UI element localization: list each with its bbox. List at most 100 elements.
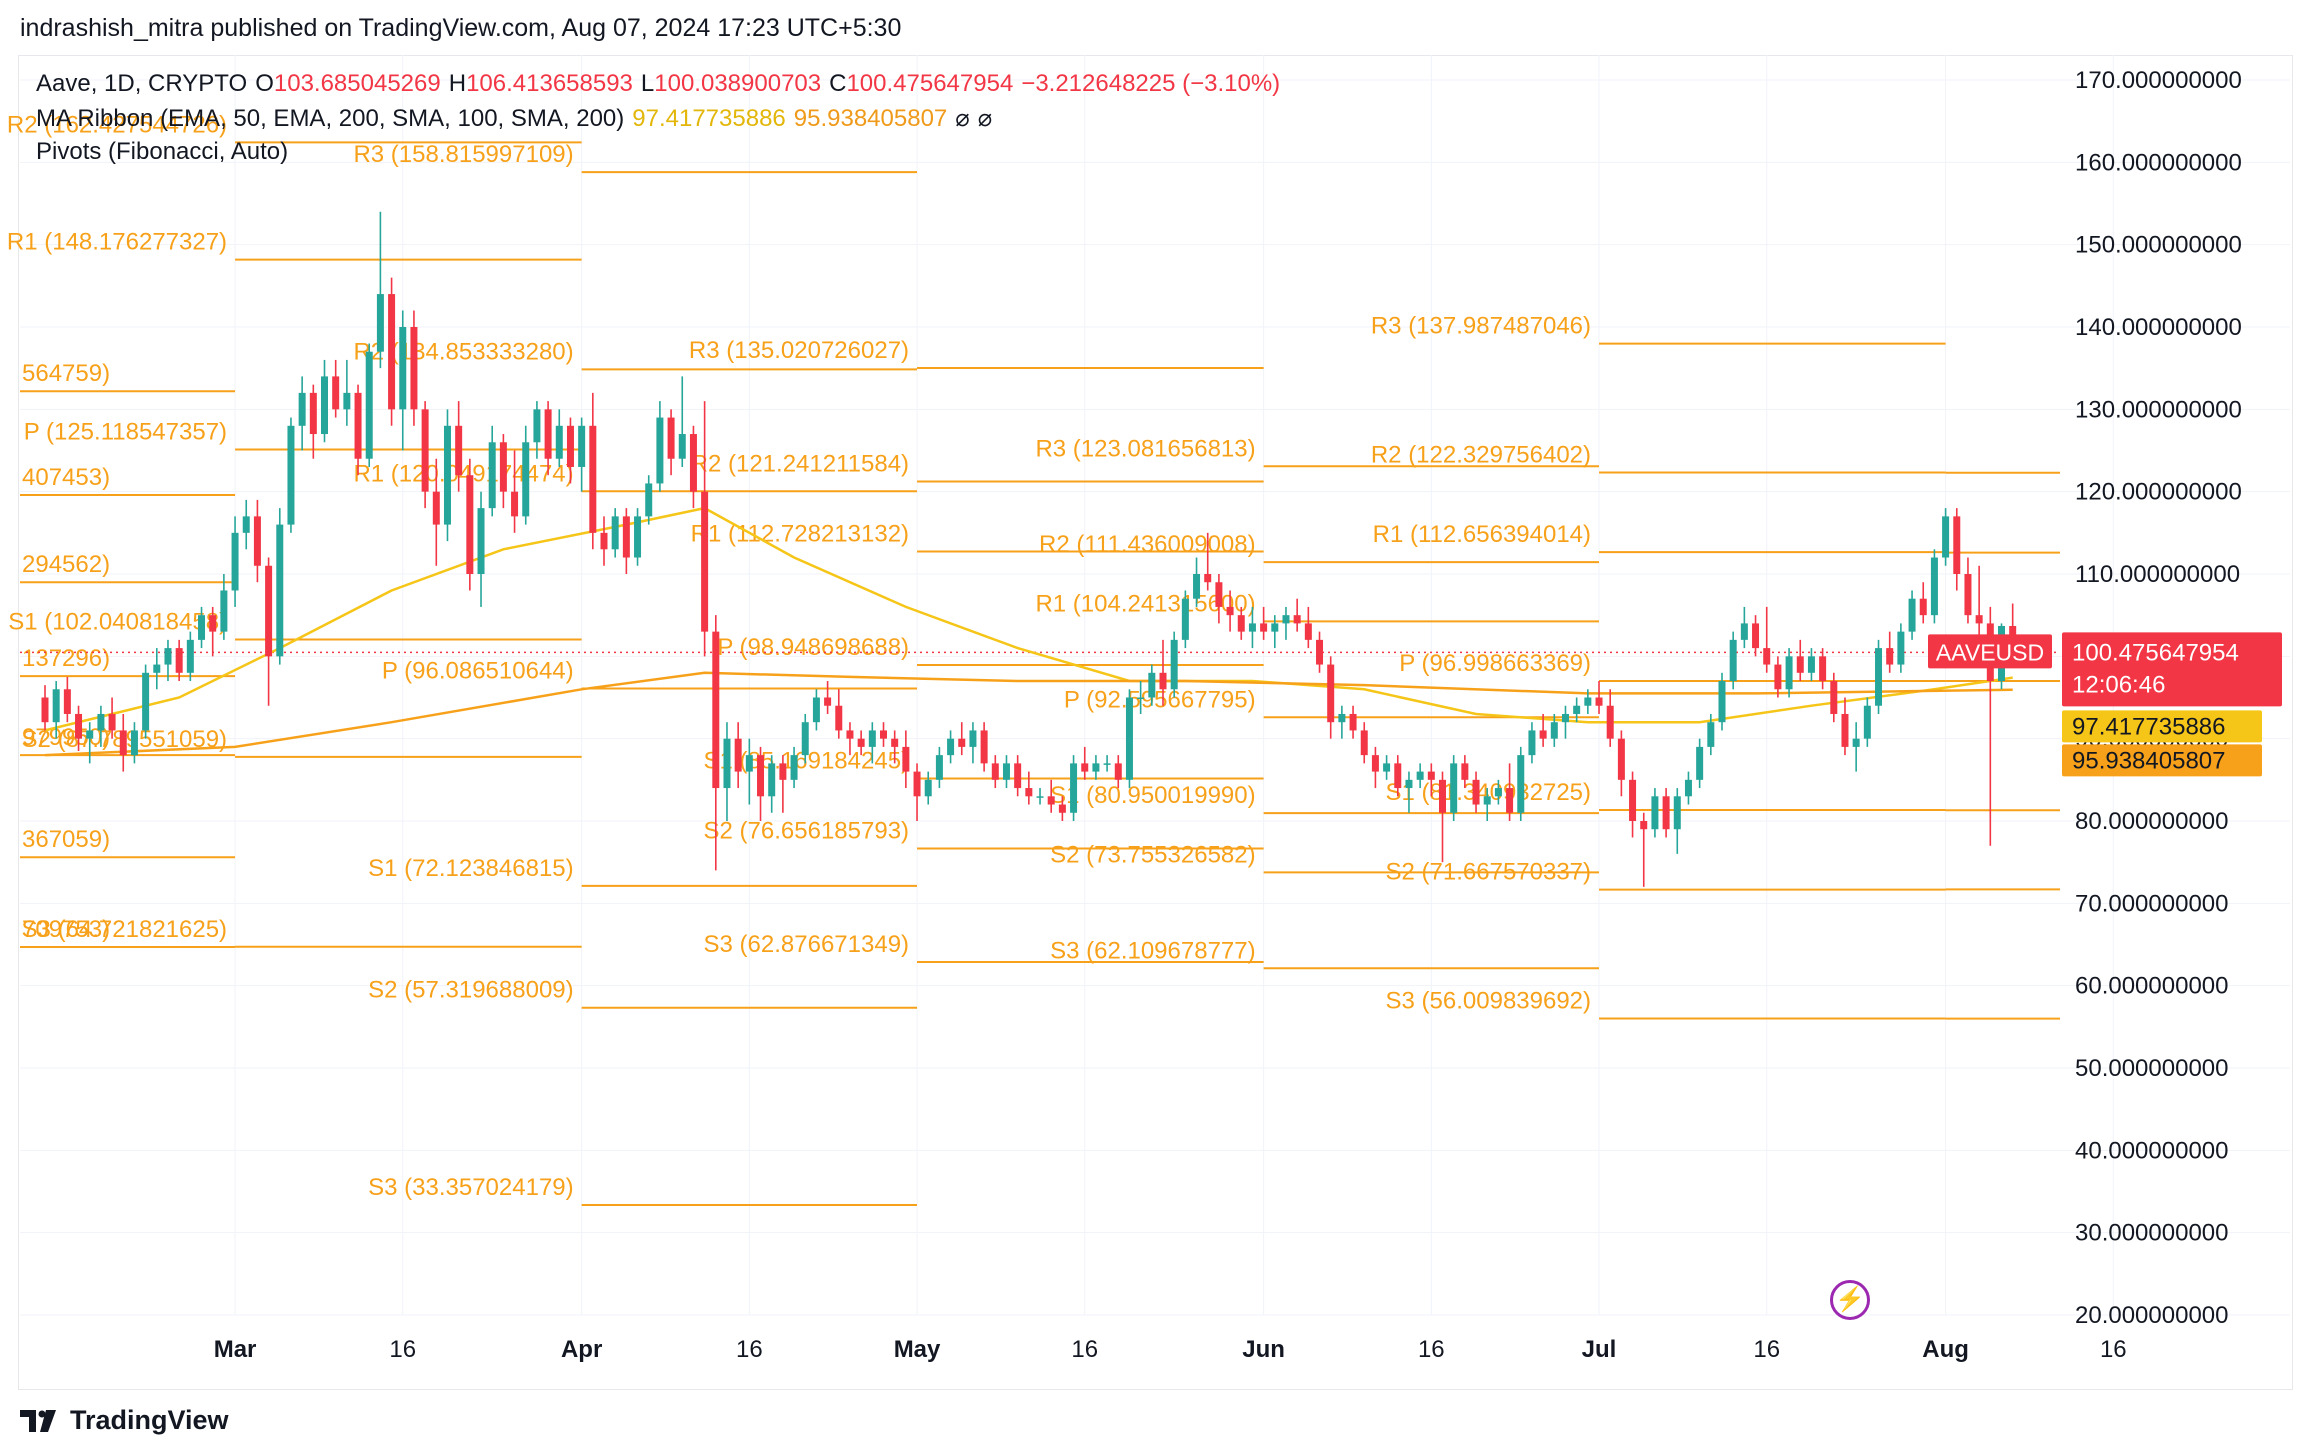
candle-body [75,713,83,739]
candle-body [1047,796,1055,805]
legend-ma-value-2: 95.938405807 [793,105,948,132]
candle-body [1383,763,1391,772]
candle-body [466,475,474,574]
legend-line-ohlc[interactable]: Aave, 1D, CRYPTO O103.685045269 H106.41365… [36,70,1288,98]
candle-body [1595,697,1603,706]
candle-body [611,516,619,550]
pivot-label: S2 (71.667570337) [1386,859,1592,886]
ma1-tag [2062,710,2262,743]
candle-body [164,648,172,665]
candle-body [1204,574,1212,583]
pivot-label: R2 (122.329756402) [1371,441,1591,468]
candle-body [779,763,787,780]
candle-body [175,648,183,673]
candle-body [768,763,776,797]
pivot-label: S3 (62.109678777) [1050,937,1256,964]
candle-body [321,376,328,435]
y-tick-label: 50.000000000 [2075,1055,2229,1082]
x-tick-label: 16 [389,1336,416,1363]
y-tick-label: 30.000000000 [2075,1220,2229,1247]
candle-body [97,713,105,731]
candle-body [343,392,351,410]
countdown-timer: 12:06:46 [2072,671,2165,698]
candle-body [1640,821,1648,830]
y-tick-label: 40.000000000 [2075,1137,2229,1164]
candle-body [1494,788,1502,797]
candle-body [477,508,485,574]
candle-body [86,730,94,739]
candle-body [1740,623,1748,640]
ma-ema50-line [44,506,2013,732]
candle-body [868,730,876,747]
legend-low: 100.038900703 [654,70,822,97]
candle-body [220,590,228,632]
candle-body [1852,738,1860,747]
x-axis: Mar 16 Apr 16 May 16 Jun 16 Jul 16 Aug 16 [214,1336,2127,1363]
candle-body [857,738,865,747]
candle-body [701,491,709,632]
candle-body [1953,516,1961,574]
candle-body [153,664,161,673]
legend-ma-value-3: ⌀ [955,105,970,132]
candle-body [712,631,720,789]
candle-body [265,565,273,657]
candle-body [1662,796,1670,830]
candle-body [511,491,519,517]
candle-body [1316,639,1324,665]
legend-pivots-name[interactable]: Pivots (Fibonacci, Auto) [36,138,289,165]
pivot-label: R2 (111.436009008) [1039,531,1256,558]
candle-body [376,294,384,352]
candle-body [354,392,362,459]
candle-body [488,442,496,509]
candle-body [399,327,407,410]
ma1-tag-value: 97.417735886 [2072,713,2226,740]
y-tick-label: 20.000000000 [2075,1302,2229,1329]
candle-body [1416,771,1424,780]
candle-body [443,425,451,525]
legend-ma-name[interactable]: MA Ribbon (EMA, 50, EMA, 200, SMA, 100, … [36,105,625,132]
candle-body [1327,664,1335,723]
candle-body [1506,788,1514,813]
candle-body [1137,697,1145,699]
pivot-label: 367059) [22,826,110,853]
candle-body [1282,615,1290,624]
candle-body [1450,763,1458,813]
candle-body [1271,623,1279,632]
candle-body [1070,763,1078,813]
candle-body [1036,796,1044,798]
y-tick-label: 120.000000000 [2075,479,2242,506]
footer-brand[interactable]: TradingView [20,1405,229,1436]
candle-body [1942,516,1950,558]
legend-line-ma-ribbon[interactable]: MA Ribbon (EMA, 50, EMA, 200, SMA, 100, … [36,104,1000,133]
candle-body [1439,779,1446,813]
lightning-icon[interactable]: ⚡ [1830,1280,1870,1320]
pivot-label: R1 (104.241315600) [1035,590,1255,617]
y-tick-label: 80.000000000 [2075,808,2229,835]
pivot-label: R1 (112.728213132) [691,521,909,548]
legend-open: 103.685045269 [273,70,441,97]
chart-frame[interactable] [18,55,2293,1390]
candle-body [186,639,194,673]
pivot-label: R1 (120.049174474) [353,460,573,487]
candle-body [745,755,753,772]
pivot-levels: 564759) 407453) 294562) 137296) 979950) 36705… [7,111,2060,1207]
candle-body [1718,681,1726,723]
candle-body [1248,623,1256,632]
legend-c-label: C [829,70,847,97]
candle-body [119,730,127,756]
candle-body [533,409,541,443]
candle-body [1371,755,1379,772]
x-tick-label: 16 [1071,1336,1098,1363]
candle-body [499,442,507,492]
x-tick-label: 16 [1753,1336,1780,1363]
candle-body [1651,796,1659,830]
candle-body [801,722,809,756]
y-axis: 20.000000000 30.000000000 40.000000000 50.0… [2075,67,2242,1329]
legend-line-pivots[interactable]: Pivots (Fibonacci, Auto) [36,138,296,166]
y-tick-label: 110.000000000 [2075,561,2240,588]
pivot-label: R3 (137.987487046) [1371,313,1591,340]
legend-ma-value-4: ⌀ [977,105,993,132]
candle-body [1763,648,1771,665]
legend-symbol[interactable]: Aave, 1D, CRYPTO [36,70,248,97]
